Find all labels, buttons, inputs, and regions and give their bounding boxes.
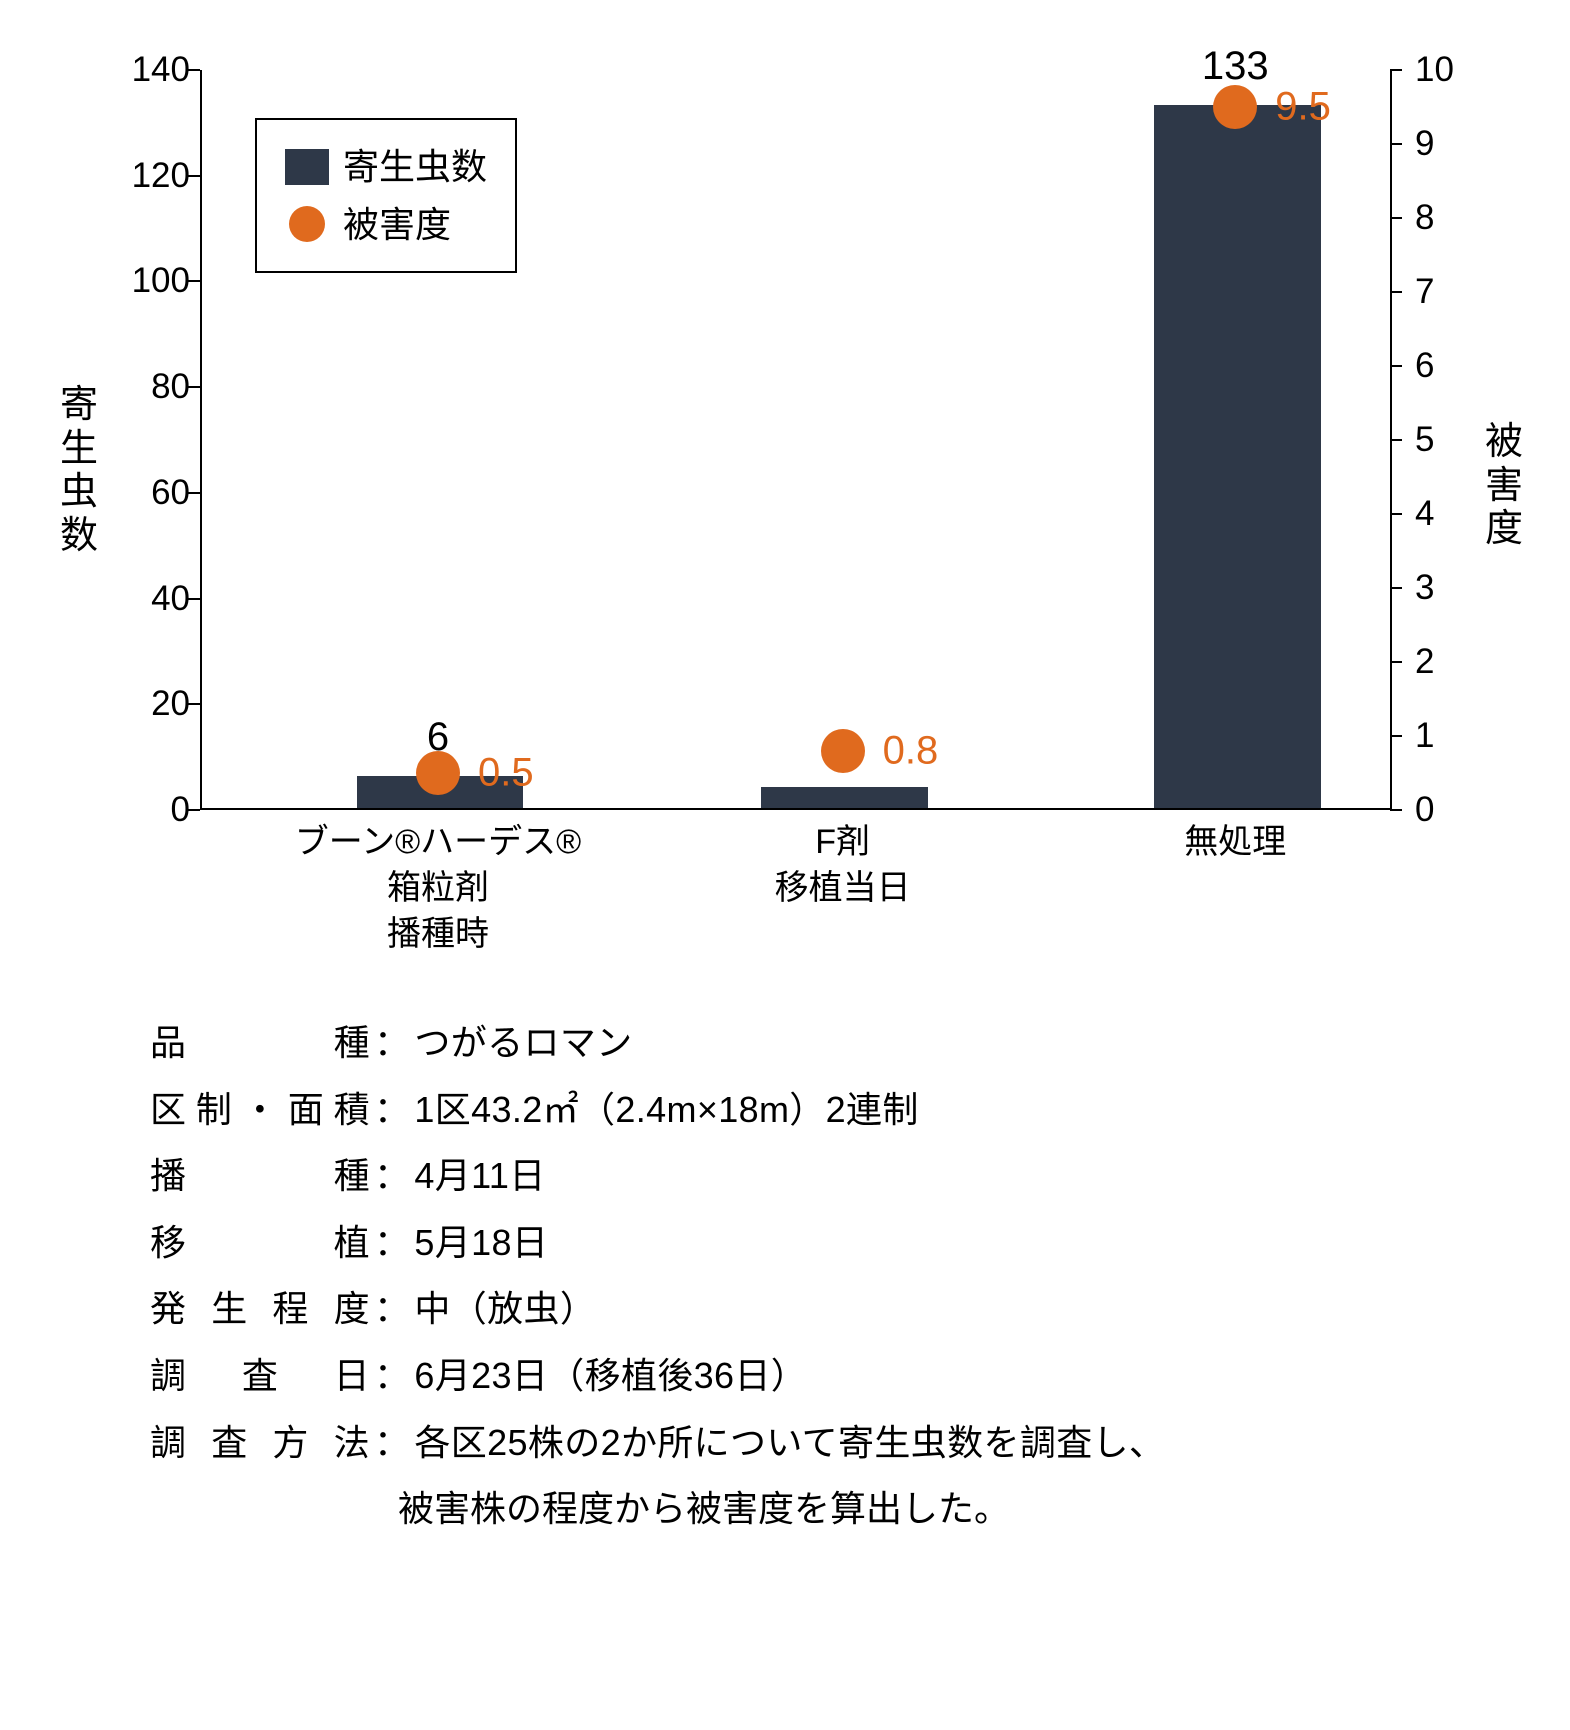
left-tick-label: 0	[171, 790, 190, 830]
right-tick	[1390, 291, 1402, 293]
legend-item: 被害度	[285, 196, 487, 254]
right-tick-label: 4	[1415, 494, 1434, 534]
right-tick	[1390, 809, 1402, 811]
note-colon: ：	[374, 1143, 410, 1210]
note-colon: ：	[374, 1276, 410, 1343]
note-label: 品 種	[150, 1010, 370, 1077]
left-tick-label: 60	[151, 473, 190, 513]
note-label: 移 植	[150, 1210, 370, 1277]
category-label: F剤移植当日	[775, 820, 911, 912]
note-value: 1区43.2㎡（2.4m×18m）2連制	[414, 1077, 1540, 1144]
marker	[821, 729, 865, 773]
legend-swatch-circle-icon	[289, 206, 325, 242]
left-axis-title: 寄生虫数	[60, 384, 98, 559]
right-tick-label: 5	[1415, 420, 1434, 460]
bar	[1154, 105, 1321, 808]
legend-label: 被害度	[343, 196, 451, 254]
right-tick-label: 9	[1415, 124, 1434, 164]
note-row: 品 種：つがるロマン	[150, 1010, 1540, 1077]
right-tick	[1390, 365, 1402, 367]
note-row: 調 査 日：6月23日（移植後36日）	[150, 1343, 1540, 1410]
category-label: ブーン®ハーデス®箱粒剤播種時	[295, 820, 581, 958]
marker	[1213, 85, 1257, 129]
note-row: 移 植：5月18日	[150, 1210, 1540, 1277]
bar-value-label: 133	[1202, 44, 1269, 89]
marker-value-label: 9.5	[1275, 85, 1331, 130]
note-label: 播 種	[150, 1143, 370, 1210]
chart-container: 寄生虫数 被害度 寄生虫数被害度 02040608010012014001234…	[30, 30, 1540, 930]
note-row: 播 種：4月11日	[150, 1143, 1540, 1210]
right-tick-label: 6	[1415, 346, 1434, 386]
left-tick-label: 100	[132, 261, 190, 301]
note-value: 6月23日（移植後36日）	[414, 1343, 1540, 1410]
legend-label: 寄生虫数	[343, 138, 487, 196]
category-label: 無処理	[1184, 820, 1286, 866]
note-row: 区制・面積：1区43.2㎡（2.4m×18m）2連制	[150, 1077, 1540, 1144]
note-value: 中（放虫）	[414, 1276, 1540, 1343]
note-value: 4月11日	[414, 1143, 1540, 1210]
right-tick-label: 2	[1415, 642, 1434, 682]
right-tick-label: 0	[1415, 790, 1434, 830]
right-tick	[1390, 439, 1402, 441]
note-colon: ：	[374, 1410, 410, 1477]
notes-section: 品 種：つがるロマン区制・面積：1区43.2㎡（2.4m×18m）2連制播 種：…	[150, 1010, 1540, 1543]
right-tick-label: 10	[1415, 50, 1454, 90]
legend-item: 寄生虫数	[285, 138, 487, 196]
note-value: つがるロマン	[414, 1010, 1540, 1077]
right-axis-title: 被害度	[1485, 421, 1523, 552]
left-tick-label: 140	[132, 50, 190, 90]
right-tick	[1390, 735, 1402, 737]
note-colon: ：	[374, 1010, 410, 1077]
left-tick-label: 80	[151, 367, 190, 407]
right-tick-label: 3	[1415, 568, 1434, 608]
note-label: 区制・面積	[150, 1077, 370, 1144]
note-label: 発生程度	[150, 1276, 370, 1343]
legend: 寄生虫数被害度	[255, 118, 517, 273]
right-tick	[1390, 143, 1402, 145]
left-tick-label: 20	[151, 684, 190, 724]
left-tick-label: 120	[132, 156, 190, 196]
right-tick-label: 7	[1415, 272, 1434, 312]
note-row: 調査方法：各区25株の2か所について寄生虫数を調査し、	[150, 1410, 1540, 1477]
right-tick	[1390, 587, 1402, 589]
right-tick	[1390, 513, 1402, 515]
marker-value-label: 0.5	[478, 751, 534, 796]
note-value: 各区25株の2か所について寄生虫数を調査し、	[414, 1410, 1540, 1477]
right-tick	[1390, 661, 1402, 663]
note-colon: ：	[374, 1210, 410, 1277]
marker-value-label: 0.8	[883, 728, 939, 773]
right-tick	[1390, 217, 1402, 219]
marker	[416, 751, 460, 795]
note-value: 5月18日	[414, 1210, 1540, 1277]
bar	[761, 787, 928, 808]
left-tick-label: 40	[151, 579, 190, 619]
legend-swatch-bar-icon	[285, 149, 329, 185]
note-colon: ：	[374, 1343, 410, 1410]
right-tick-label: 8	[1415, 198, 1434, 238]
note-label: 調 査 日	[150, 1343, 370, 1410]
note-label: 調査方法	[150, 1410, 370, 1477]
note-colon: ：	[374, 1077, 410, 1144]
note-continuation: 被害株の程度から被害度を算出した。	[398, 1476, 1540, 1543]
right-tick	[1390, 69, 1402, 71]
note-row: 発生程度：中（放虫）	[150, 1276, 1540, 1343]
right-tick-label: 1	[1415, 716, 1434, 756]
